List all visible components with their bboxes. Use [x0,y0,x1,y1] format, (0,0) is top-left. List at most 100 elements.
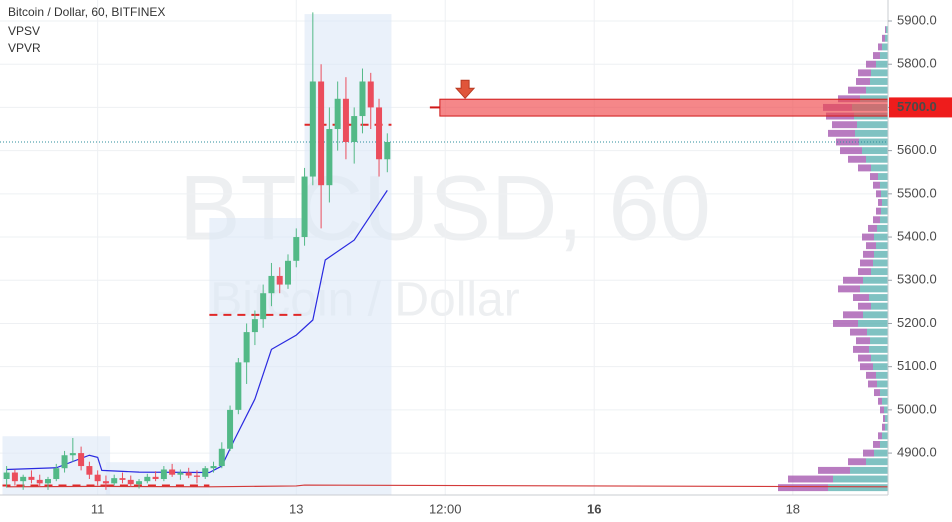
volume-up [874,449,888,457]
volume-up [876,60,888,68]
volume-up [867,328,888,336]
volume-up [858,320,888,327]
volume-down [870,173,878,181]
y-tick-label: 4900.0 [897,445,937,460]
indicator-line [6,484,889,488]
resistance-zone [439,98,889,117]
volume-down [863,449,874,457]
price-badge-label: 5700.0 [897,99,937,114]
candle-body [334,98,341,130]
volume-down [828,129,855,137]
candle-body [78,453,85,467]
volume-down [848,155,866,163]
candle-body [94,474,101,482]
candle-body [127,479,134,485]
volume-down [866,242,876,250]
x-tick-label: 18 [786,501,800,516]
candle-body [326,129,333,186]
y-tick-label: 5500.0 [897,185,937,200]
candle-body [351,116,358,142]
y-tick-label: 5900.0 [897,12,937,27]
volume-down [878,199,882,206]
x-tick-label: 12:00 [429,501,462,516]
volume-up [857,121,888,129]
candle-body [202,468,209,477]
volume-down [856,337,870,345]
volume-up [863,311,888,319]
candle-body [367,81,374,108]
candle-body [144,476,151,482]
volume-down [876,190,881,198]
volume-down [878,43,882,51]
candle-body [102,481,109,484]
candle-body [3,472,10,480]
volume-down [858,69,871,77]
candle-body [69,453,76,456]
volume-up [874,233,888,241]
volume-down [878,397,882,405]
y-tick-label: 5400.0 [897,228,937,243]
candle-body [20,476,27,482]
volume-down [862,233,874,241]
volume-down [878,432,882,440]
volume-up [833,475,888,483]
candle-body [301,176,308,238]
indicator-label: VPSV [8,24,40,38]
volume-up [876,242,888,250]
volume-down [832,121,857,129]
volume-up [880,181,888,189]
volume-up [880,389,888,397]
candle-body [276,275,283,285]
volume-up [828,484,888,492]
volume-down [885,26,886,34]
volume-down [843,311,863,319]
volume-up [881,207,888,215]
volume-up [877,224,888,232]
volume-down [883,415,885,422]
volume-down [848,86,866,94]
candle-body [119,478,126,480]
volume-up [870,78,888,85]
volume-down [880,406,884,414]
volume-up [884,406,888,414]
volume-up [886,26,888,34]
candle-body [251,319,258,333]
volume-up [878,173,888,181]
volume-down [836,138,859,146]
volume-up [870,337,888,345]
candle-body [293,237,300,261]
volume-up [881,190,888,198]
volume-down [882,423,885,431]
indicator-label: VPVR [8,41,41,55]
candle-body [185,472,192,476]
volume-down [860,363,873,371]
volume-up [855,129,888,137]
volume-up [866,458,888,466]
candle-body [359,81,366,117]
candle-body [45,479,51,484]
candle-body [227,409,234,449]
volume-down [788,475,833,483]
candle-body [376,107,383,160]
candle-body [342,98,349,142]
volume-down [833,320,858,327]
candle-body [111,478,118,484]
volume-down [874,389,880,397]
volume-up [871,354,888,362]
candle-body [309,81,316,177]
volume-up [885,415,888,422]
candle-body [160,469,167,480]
candle-body [61,455,68,469]
arrow [454,79,476,100]
volume-up [873,259,888,267]
candle-body [268,275,275,294]
y-tick-label: 5200.0 [897,315,937,330]
volume-up [873,363,888,371]
volume-down [853,294,869,301]
candle-body [260,293,267,320]
candle-body [193,475,200,477]
candle-body [384,141,391,160]
volume-down [818,466,850,474]
candle-body [11,472,18,482]
